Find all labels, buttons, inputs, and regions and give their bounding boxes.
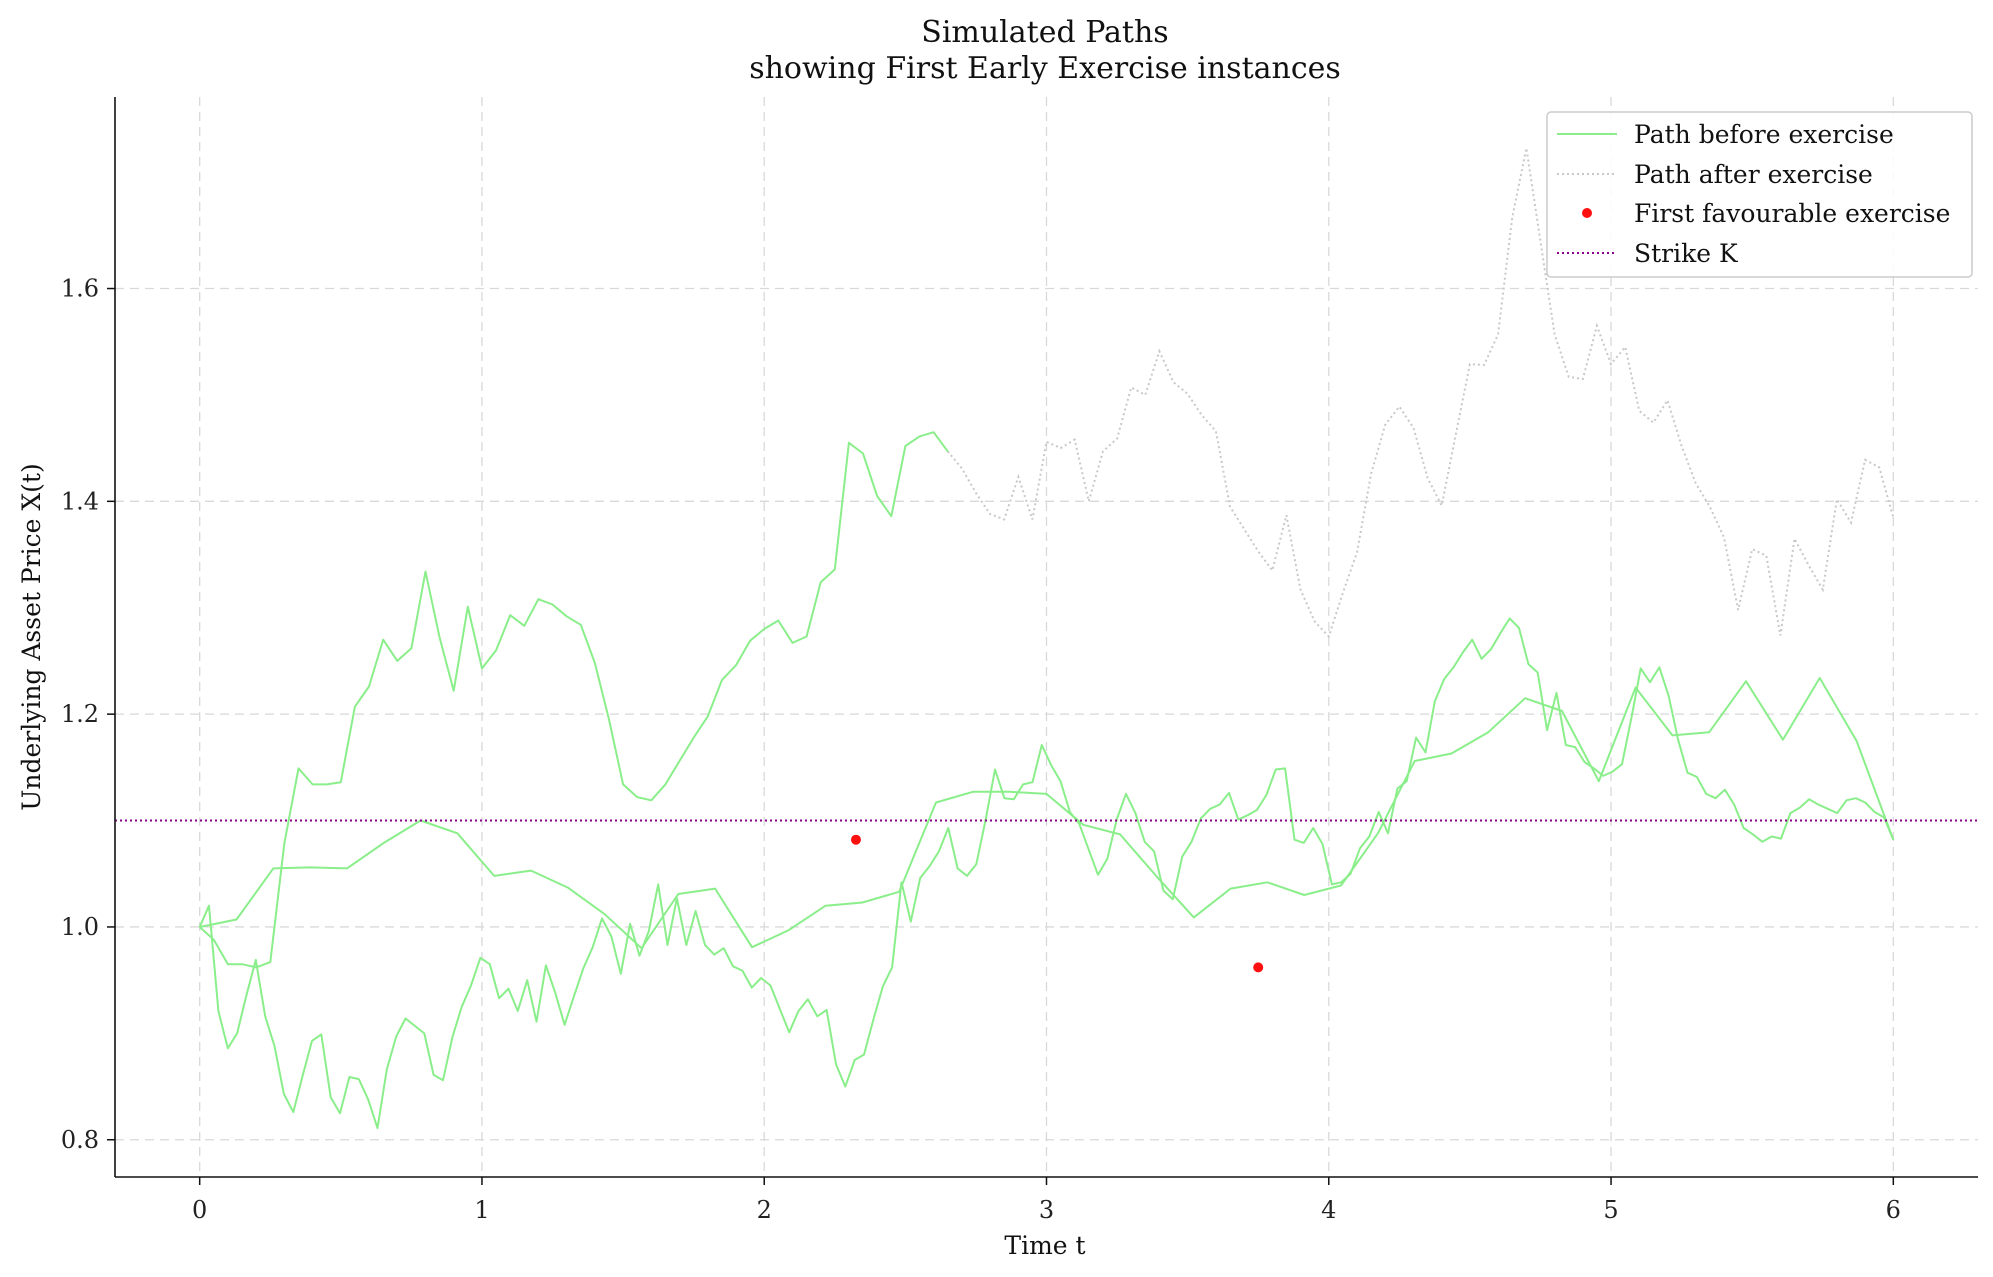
path-before-exercise-0 xyxy=(198,617,1895,1130)
path-before-exercise-1 xyxy=(199,431,949,969)
x-tick-label: 0 xyxy=(192,1196,207,1224)
path-before-exercise-2 xyxy=(199,677,1895,950)
x-tick-label: 3 xyxy=(1039,1196,1054,1224)
x-axis-label: Time t xyxy=(1004,1231,1085,1260)
y-tick-label: 1.4 xyxy=(61,487,99,515)
legend: Path before exercise Path after exercise… xyxy=(1546,111,1973,278)
chart-title: Simulated Paths xyxy=(921,15,1168,50)
chart-subtitle: showing First Early Exercise instances xyxy=(749,51,1341,86)
y-ticks: 0.8 1.0 1.2 1.4 1.6 xyxy=(61,275,115,1154)
x-tick-label: 1 xyxy=(474,1196,489,1224)
x-tick-label: 4 xyxy=(1321,1196,1336,1224)
exercise-point-1 xyxy=(1253,962,1264,973)
exercise-point-0 xyxy=(850,834,861,845)
legend-label-before: Path before exercise xyxy=(1634,120,1894,149)
y-tick-label: 1.2 xyxy=(61,700,99,728)
legend-label-strike: Strike K xyxy=(1634,239,1739,268)
series-layer xyxy=(198,147,1895,1130)
legend-label-after: Path after exercise xyxy=(1634,160,1873,189)
y-tick-label: 1.0 xyxy=(61,913,99,941)
legend-swatch-exercise xyxy=(1582,208,1592,218)
y-axis-label: Underlying Asset Price X(t) xyxy=(17,463,46,810)
x-tick-label: 6 xyxy=(1886,1196,1901,1224)
x-tick-label: 2 xyxy=(757,1196,772,1224)
marker-layer xyxy=(850,834,1264,973)
x-ticks: 0 1 2 3 4 5 6 xyxy=(192,1177,1901,1224)
legend-box xyxy=(1546,111,1973,278)
y-tick-label: 0.8 xyxy=(61,1126,99,1154)
y-tick-label: 1.6 xyxy=(61,275,99,303)
path-after-exercise-1 xyxy=(946,147,1895,639)
x-tick-label: 5 xyxy=(1603,1196,1618,1224)
legend-label-exercise: First favourable exercise xyxy=(1634,199,1950,228)
